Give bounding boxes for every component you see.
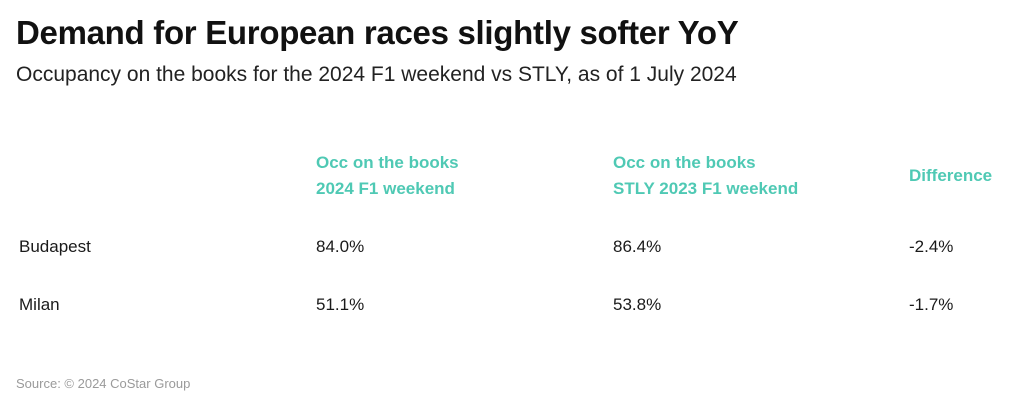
- column-header-occ-2024-line1: Occ on the books: [316, 153, 459, 172]
- column-header-difference: Difference: [909, 163, 992, 189]
- column-header-occ-stly-line1: Occ on the books: [613, 153, 756, 172]
- column-header-occ-2024-line2: 2024 F1 weekend: [316, 179, 455, 198]
- row-budapest-difference: -2.4%: [909, 237, 954, 256]
- column-header-occ-stly-2023: Occ on the books STLY 2023 F1 weekend: [613, 150, 798, 202]
- column-header-occ-2024: Occ on the books 2024 F1 weekend: [316, 150, 459, 202]
- row-budapest-city: Budapest: [19, 237, 91, 256]
- row-budapest-occ-2024: 84.0%: [316, 237, 365, 256]
- row-milan-city: Milan: [19, 295, 60, 314]
- row-budapest-occ-stly-2023: 86.4%: [613, 237, 662, 256]
- row-milan-occ-2024: 51.1%: [316, 295, 365, 314]
- row-milan-occ-stly-2023: 53.8%: [613, 295, 662, 314]
- source-note: Source: © 2024 CoStar Group: [16, 376, 191, 391]
- column-header-occ-stly-line2: STLY 2023 F1 weekend: [613, 179, 799, 198]
- row-milan-difference: -1.7%: [909, 295, 954, 314]
- column-header-difference-line1: Difference: [909, 166, 993, 185]
- chart-title: Demand for European races slightly softe…: [16, 14, 739, 51]
- chart-subtitle: Occupancy on the books for the 2024 F1 w…: [16, 63, 737, 86]
